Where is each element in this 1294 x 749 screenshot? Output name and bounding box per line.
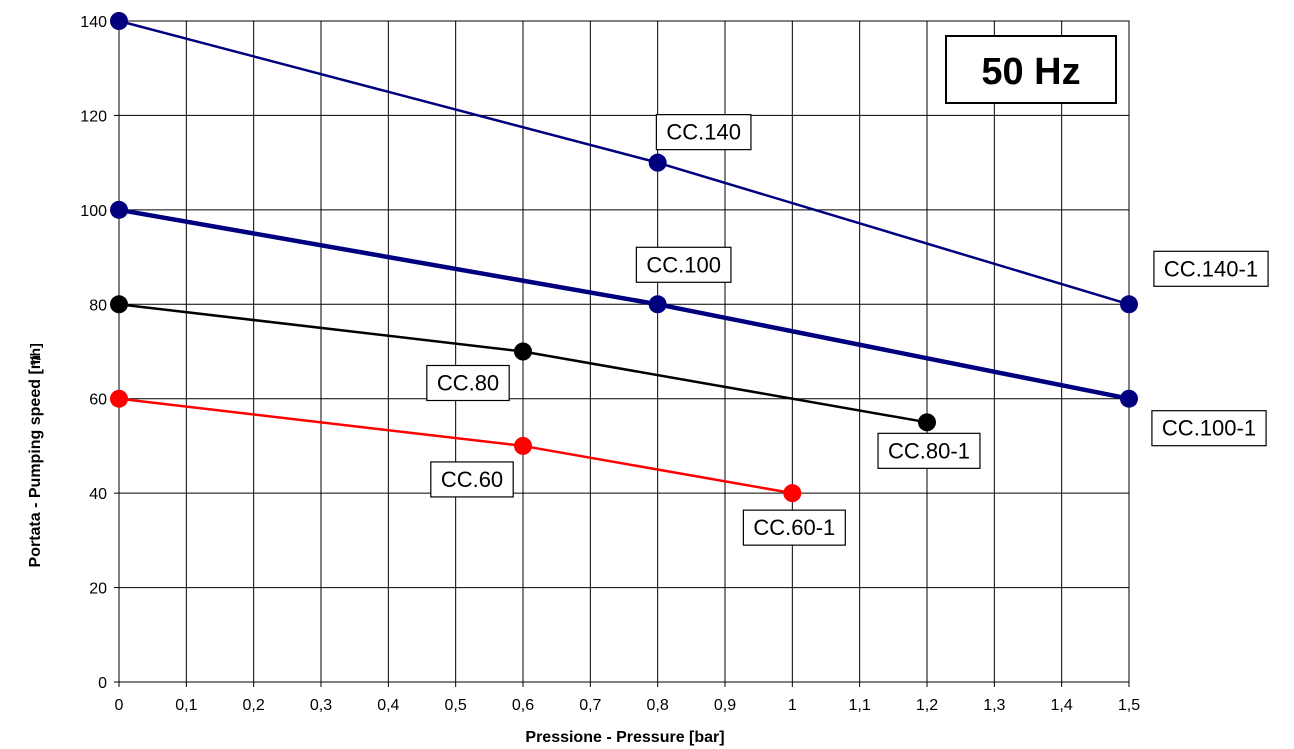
x-tick-label: 1,4 [1051,697,1073,714]
x-tick-label: 1,3 [983,697,1005,714]
series-label-cc-80: CC.80 [426,364,510,402]
x-tick-label: 0,3 [310,697,332,714]
series-label-cc-100-1: CC.100-1 [1151,410,1267,447]
frequency-label: 50 Hz [981,51,1080,93]
x-tick-label: 0,4 [377,697,399,714]
data-point [110,295,128,314]
svg-text:CC.140: CC.140 [666,120,741,145]
data-point [648,153,667,172]
x-tick-label: 0,8 [647,697,669,714]
svg-text:CC.60-1: CC.60-1 [753,515,835,540]
y-tick-label: 120 [80,108,107,125]
data-point [514,342,532,361]
data-point [1120,295,1138,314]
svg-text:CC.80: CC.80 [437,371,499,396]
series-label-cc-140: CC.140 [655,114,752,151]
x-tick-label: 0,7 [579,697,601,714]
x-tick-label: 1,1 [849,697,871,714]
x-tick-label: 1 [788,697,797,714]
series-points [110,12,1138,503]
data-point [110,12,128,30]
x-tick-label: 0,5 [445,697,467,714]
data-point [1120,389,1138,408]
y-tick-label: 0 [98,675,107,692]
x-tick-labels: 0 0,1 0,2 0,3 0,4 0,5 0,6 0,7 0,8 0,9 1 1,1 1,2 1,3 1,… [115,682,1140,714]
y-tick-label: 60 [89,392,107,409]
x-tick-label: 0,6 [512,697,534,714]
series-label-cc-60-1: CC.60-1 [742,509,846,546]
x-tick-label: 1,2 [916,697,938,714]
data-point [648,295,667,314]
data-point [783,484,802,503]
x-tick-label: 1,5 [1118,697,1140,714]
x-tick-label: 0 [115,697,124,714]
x-tick-label: 0,1 [175,697,197,714]
x-axis-title: Pressione - Pressure [bar] [525,729,724,746]
y-tick-label: 20 [89,581,107,598]
series-labels: CC.140 CC.140-1 CC.100 CC.100-1 CC.80 CC.80-1… [426,114,1269,546]
series-label-cc-100: CC.100 [635,246,732,283]
frequency-badge: 50 Hz [945,35,1117,104]
x-tick-label: 0,2 [243,697,265,714]
y-tick-label: 140 [80,14,107,31]
y-tick-label: 80 [89,297,107,314]
data-point [110,200,128,219]
grid-lines [118,20,1130,683]
y-tick-label: 100 [80,203,107,220]
series-label-cc-60: CC.60 [430,461,514,498]
svg-text:CC.100: CC.100 [646,252,721,277]
x-tick-label: 0,9 [714,697,736,714]
svg-text:CC.60: CC.60 [441,467,503,492]
y-tick-label: 40 [89,486,107,503]
series-label-cc-140-1: CC.140-1 [1153,250,1269,287]
svg-text:CC.80-1: CC.80-1 [888,438,970,463]
y-tick-labels: 0 20 40 60 80 100 120 140 [80,14,119,692]
y-axis-unit: ³/h] [27,343,43,365]
svg-text:CC.140-1: CC.140-1 [1164,256,1258,281]
data-point [514,436,532,455]
data-point [110,389,128,408]
plot-frame [118,20,1130,683]
y-axis-title: Portata - Pumping speed [m [27,355,44,567]
series-label-cc-80-1: CC.80-1 [877,432,981,469]
svg-text:CC.100-1: CC.100-1 [1162,416,1256,441]
data-point [918,413,936,432]
